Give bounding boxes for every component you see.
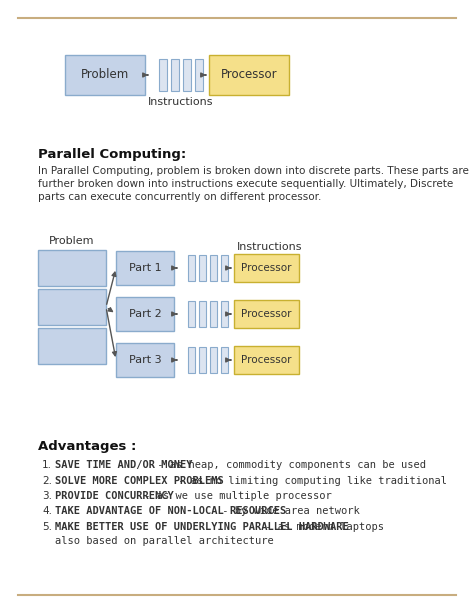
Text: TAKE ADVANTAGE OF NON-LOCAL RESOURCES: TAKE ADVANTAGE OF NON-LOCAL RESOURCES <box>55 506 286 517</box>
Text: 5.: 5. <box>42 522 52 532</box>
Text: 2.: 2. <box>42 476 52 485</box>
Text: Problem: Problem <box>81 69 129 82</box>
Bar <box>199 255 206 281</box>
Text: PROVIDE CONCURRENCY: PROVIDE CONCURRENCY <box>55 491 174 501</box>
Bar <box>188 255 195 281</box>
Bar <box>38 328 106 364</box>
Text: Processor: Processor <box>241 263 292 273</box>
Bar <box>65 55 145 95</box>
Text: Advantages :: Advantages : <box>38 440 137 453</box>
Bar <box>210 347 217 373</box>
Bar <box>38 250 106 286</box>
Bar <box>199 301 206 327</box>
Text: also based on parallel architecture: also based on parallel architecture <box>55 536 274 546</box>
Text: Instructions: Instructions <box>237 242 303 252</box>
Text: Problem: Problem <box>49 236 95 246</box>
Bar <box>116 343 174 377</box>
Text: 4.: 4. <box>42 506 52 517</box>
Text: SOLVE MORE COMPLEX PROBLEMS: SOLVE MORE COMPLEX PROBLEMS <box>55 476 224 485</box>
Text: further broken down into instructions execute sequentially. Ultimately, Discrete: further broken down into instructions ex… <box>38 179 453 189</box>
Bar <box>199 347 206 373</box>
Text: 3.: 3. <box>42 491 52 501</box>
Bar <box>188 301 195 327</box>
Text: Parallel Computing:: Parallel Computing: <box>38 148 186 161</box>
Bar <box>234 300 299 328</box>
Bar <box>221 347 228 373</box>
Text: - as we use multiple processor: - as we use multiple processor <box>137 491 331 501</box>
Bar <box>38 289 106 325</box>
Text: Instructions: Instructions <box>148 97 214 107</box>
Bar <box>221 255 228 281</box>
Bar <box>116 297 174 331</box>
Bar <box>188 347 195 373</box>
Text: - as modern laptops: - as modern laptops <box>259 522 384 532</box>
Text: Processor: Processor <box>241 309 292 319</box>
Text: In Parallel Computing, problem is broken down into discrete parts. These parts a: In Parallel Computing, problem is broken… <box>38 166 469 176</box>
Text: MAKE BETTER USE OF UNDERLYING PARALLEL HARDWARE: MAKE BETTER USE OF UNDERLYING PARALLEL H… <box>55 522 349 532</box>
Text: Part 3: Part 3 <box>128 355 161 365</box>
Text: Part 1: Part 1 <box>128 263 161 273</box>
Text: parts can execute concurrently on different processor.: parts can execute concurrently on differ… <box>38 192 321 202</box>
Text: - by wide area network: - by wide area network <box>216 506 360 517</box>
Bar <box>195 59 203 91</box>
Bar <box>234 346 299 374</box>
Bar <box>234 254 299 282</box>
Text: - as heap, commodity components can be used: - as heap, commodity components can be u… <box>151 460 426 470</box>
Text: SAVE TIME AND/OR MONEY: SAVE TIME AND/OR MONEY <box>55 460 192 470</box>
Bar <box>171 59 179 91</box>
Bar <box>183 59 191 91</box>
Bar <box>221 301 228 327</box>
Text: 1.: 1. <box>42 460 52 470</box>
Text: Part 2: Part 2 <box>128 309 161 319</box>
Bar <box>210 301 217 327</box>
Bar <box>159 59 167 91</box>
Text: Processor: Processor <box>241 355 292 365</box>
Text: Processor: Processor <box>221 69 277 82</box>
Bar <box>116 251 174 285</box>
Bar <box>209 55 289 95</box>
Bar <box>210 255 217 281</box>
Text: - as no limiting computing like traditional: - as no limiting computing like traditio… <box>173 476 447 485</box>
